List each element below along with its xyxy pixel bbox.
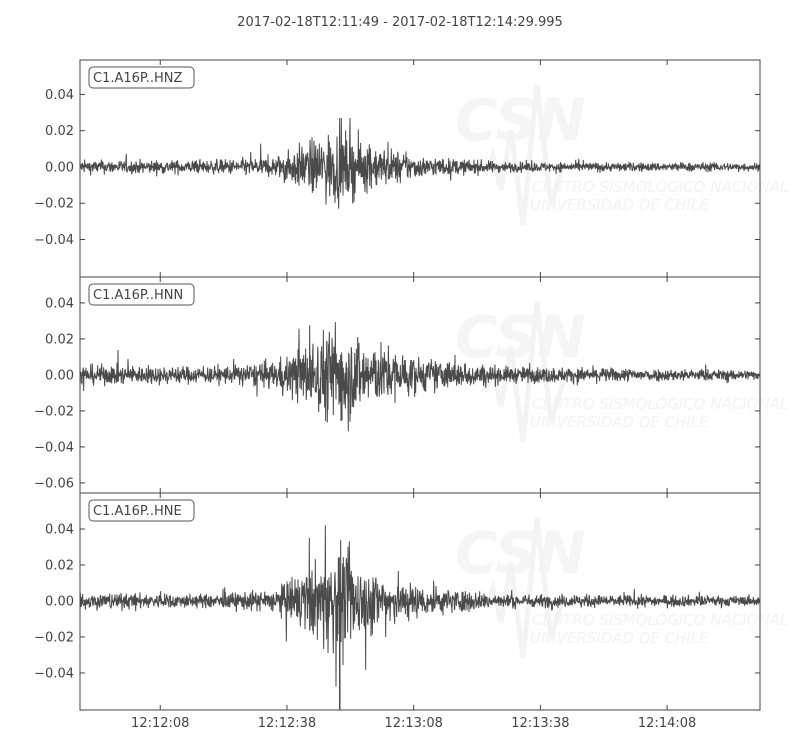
y-tick-label: 0.02 (45, 332, 74, 347)
axes-frame (79, 276, 761, 494)
y-tick-label: −0.04 (34, 666, 74, 681)
axes-frame (79, 492, 761, 711)
trace-label-text: C1.A16P..HNE (93, 504, 182, 519)
trace-label-text: C1.A16P..HNZ (93, 71, 182, 86)
watermark-line2: UNIVERSIDAD DE CHILE (530, 629, 709, 647)
y-tick-label: −0.04 (34, 233, 74, 248)
trace-label: C1.A16P..HNZ (88, 66, 195, 89)
y-tick-label: 0.00 (45, 368, 74, 383)
watermark-logo: CSN (455, 303, 586, 371)
y-tick-label: −0.02 (34, 197, 74, 212)
y-tick-label: 0.04 (45, 522, 74, 537)
y-tick-label: −0.04 (34, 440, 74, 455)
y-tick-label: −0.02 (34, 630, 74, 645)
trace-label-text: C1.A16P..HNN (93, 288, 183, 303)
trace-label: C1.A16P..HNN (88, 283, 195, 306)
waveform-C1.A16P..HNN (79, 322, 761, 432)
waveform-C1.A16P..HNE (79, 525, 761, 687)
trace-panel-3: CSN CENTRO SISMOLÓGICO NACIONALUNIVERSIDA… (34, 492, 788, 731)
watermark-line2: UNIVERSIDAD DE CHILE (530, 413, 709, 431)
watermark-line1: CENTRO SISMOLÓGICO NACIONAL (532, 177, 788, 196)
y-tick-label: −0.06 (34, 476, 74, 491)
watermark-line1: CENTRO SISMOLÓGICO NACIONAL (532, 610, 788, 629)
watermark-line1: CENTRO SISMOLÓGICO NACIONAL (532, 394, 788, 413)
trace-panel-1: CSN CENTRO SISMOLÓGICO NACIONALUNIVERSIDA… (34, 59, 788, 278)
y-tick-label: 0.04 (45, 296, 74, 311)
watermark-line2: UNIVERSIDAD DE CHILE (530, 196, 709, 214)
watermark-wave-icon (482, 517, 566, 659)
chart-title: 2017-02-18T12:11:49 - 2017-02-18T12:14:2… (237, 15, 563, 30)
trace-label: C1.A16P..HNE (88, 499, 195, 522)
watermark-wave-icon (482, 84, 566, 226)
waveform-C1.A16P..HNZ (79, 118, 761, 209)
x-tick-label: 12:14:08 (638, 716, 696, 731)
y-tick-label: 0.00 (45, 594, 74, 609)
x-tick-label: 12:12:08 (131, 716, 189, 731)
trace-panel-2: CSN CENTRO SISMOLÓGICO NACIONALUNIVERSIDA… (34, 276, 788, 494)
watermark-logo: CSN (455, 86, 586, 154)
x-tick-label: 12:13:38 (511, 716, 569, 731)
y-tick-label: 0.02 (45, 558, 74, 573)
y-tick-label: 0.00 (45, 160, 74, 175)
y-tick-label: 0.02 (45, 124, 74, 139)
watermark-logo: CSN (455, 519, 586, 587)
x-tick-label: 12:13:08 (384, 716, 442, 731)
x-tick-label: 12:12:38 (258, 716, 316, 731)
y-tick-label: 0.04 (45, 88, 74, 103)
y-tick-label: −0.02 (34, 404, 74, 419)
